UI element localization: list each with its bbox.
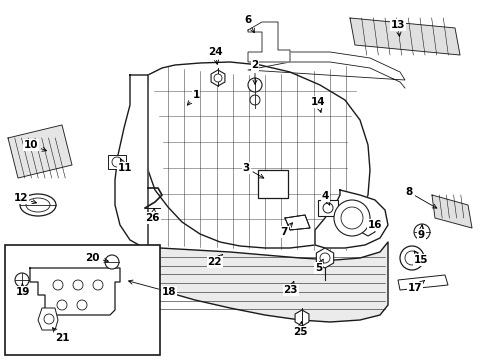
Bar (5, 245, 160, 355)
Text: 13: 13 (390, 20, 405, 36)
Circle shape (340, 207, 362, 229)
Polygon shape (145, 62, 369, 248)
Circle shape (413, 224, 429, 240)
Circle shape (93, 280, 103, 290)
Text: 20: 20 (85, 253, 108, 263)
Circle shape (214, 74, 222, 82)
Text: 23: 23 (283, 282, 297, 295)
Text: 18: 18 (128, 280, 176, 297)
Polygon shape (38, 308, 58, 330)
Circle shape (399, 246, 423, 270)
Polygon shape (118, 242, 387, 322)
Text: 26: 26 (145, 209, 160, 223)
Polygon shape (349, 18, 459, 55)
Circle shape (44, 314, 54, 324)
Text: 10: 10 (23, 140, 46, 151)
Circle shape (247, 78, 262, 92)
Polygon shape (247, 52, 404, 88)
Ellipse shape (26, 198, 50, 212)
Text: 19: 19 (16, 283, 30, 297)
Text: 12: 12 (14, 193, 37, 204)
Polygon shape (115, 75, 148, 250)
Text: 17: 17 (407, 280, 424, 293)
Circle shape (73, 280, 83, 290)
Text: 16: 16 (367, 220, 382, 230)
Circle shape (404, 251, 418, 265)
Circle shape (333, 200, 369, 236)
Circle shape (53, 280, 63, 290)
Text: 24: 24 (207, 47, 222, 64)
Circle shape (57, 300, 67, 310)
Text: 9: 9 (417, 225, 424, 240)
Text: 5: 5 (314, 259, 323, 273)
Text: 14: 14 (310, 97, 325, 112)
Text: 22: 22 (207, 255, 222, 267)
Polygon shape (314, 190, 387, 248)
Bar (258, 170, 287, 198)
Ellipse shape (20, 194, 56, 216)
Polygon shape (397, 275, 447, 290)
Bar (317, 200, 337, 216)
Circle shape (15, 273, 29, 287)
Text: 3: 3 (242, 163, 263, 178)
Polygon shape (8, 125, 72, 178)
Circle shape (105, 255, 119, 269)
Circle shape (323, 203, 332, 213)
Text: 25: 25 (292, 322, 306, 337)
Bar (108, 155, 126, 169)
Polygon shape (431, 195, 471, 228)
Circle shape (249, 95, 260, 105)
Text: 6: 6 (244, 15, 254, 33)
Circle shape (319, 253, 329, 263)
Text: 11: 11 (118, 159, 132, 173)
Text: 21: 21 (52, 328, 69, 343)
Text: 7: 7 (280, 223, 292, 237)
Circle shape (112, 157, 122, 167)
Polygon shape (247, 22, 289, 62)
Text: 4: 4 (321, 191, 329, 205)
Circle shape (77, 300, 87, 310)
Text: 8: 8 (404, 187, 436, 208)
Polygon shape (285, 215, 309, 230)
Text: 2: 2 (251, 60, 258, 84)
Text: 1: 1 (187, 90, 199, 105)
Text: 15: 15 (413, 251, 427, 265)
Polygon shape (30, 268, 120, 315)
